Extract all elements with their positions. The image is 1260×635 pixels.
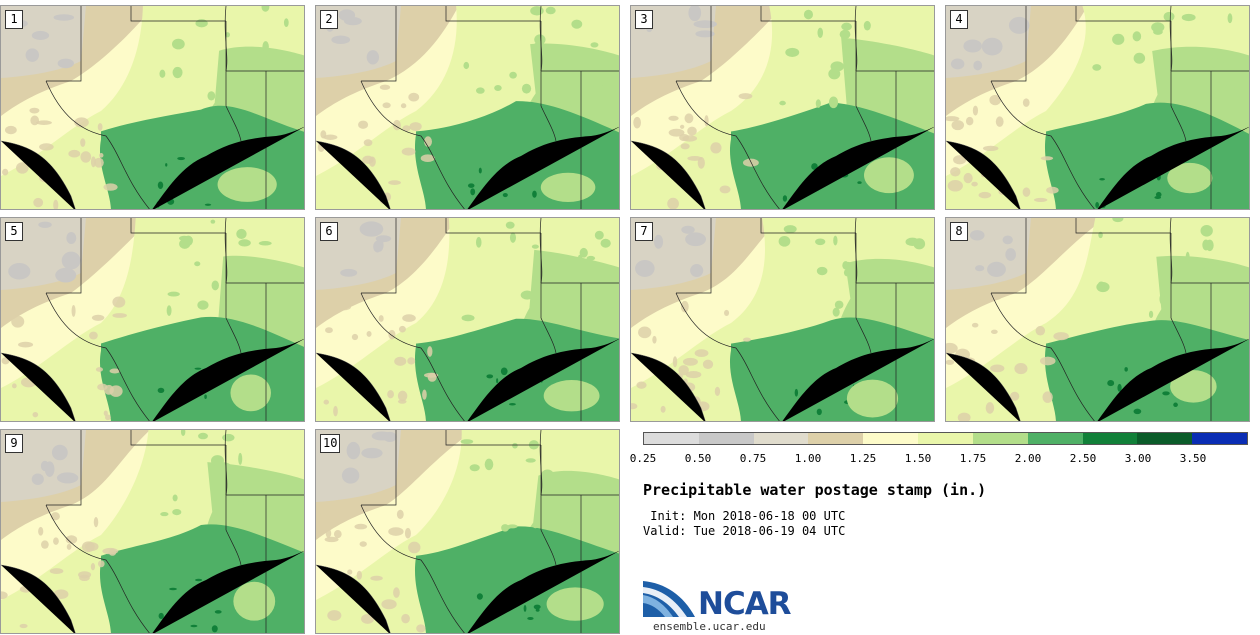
colorbar-segment: [808, 433, 864, 444]
map-panel-10: 10: [315, 429, 620, 634]
colorbar-tick-label: 2.50: [1069, 452, 1097, 465]
panel-label: 8: [950, 222, 968, 241]
colorbar-segment: [863, 433, 919, 444]
ncar-logo-icon: [643, 581, 695, 617]
map-panel-1: 1: [0, 5, 305, 210]
chart-title: Precipitable water postage stamp (in.): [643, 481, 987, 499]
map-panel-3: 3: [630, 5, 935, 210]
panel-label: 10: [320, 434, 341, 453]
panel-label: 1: [5, 10, 23, 29]
panel-label: 4: [950, 10, 968, 29]
pw-map: [631, 6, 934, 209]
colorbar-segment: [1192, 433, 1247, 444]
pw-map: [316, 430, 619, 633]
init-time: Init: Mon 2018-06-18 00 UTC: [643, 509, 846, 523]
map-panel-6: 6: [315, 217, 620, 422]
colorbar-tick-label: 0.50: [684, 452, 712, 465]
map-panel-8: 8: [945, 217, 1250, 422]
valid-time: Valid: Tue 2018-06-19 04 UTC: [643, 524, 846, 538]
pw-map: [316, 6, 619, 209]
colorbar-segment: [698, 433, 754, 444]
map-panel-5: 5: [0, 217, 305, 422]
pw-map: [316, 218, 619, 421]
colorbar-segment: [644, 433, 699, 444]
colorbar-segment: [972, 433, 1028, 444]
panel-label: 3: [635, 10, 653, 29]
panel-label: 7: [635, 222, 653, 241]
colorbar-tick-label: 2.00: [1014, 452, 1042, 465]
pw-map: [946, 218, 1249, 421]
site-url: ensemble.ucar.edu: [653, 620, 766, 633]
colorbar-tick-label: 3.00: [1124, 452, 1152, 465]
colorbar-segment: [753, 433, 809, 444]
colorbar-tick-label: 0.75: [739, 452, 767, 465]
pw-map: [946, 6, 1249, 209]
pw-map: [1, 6, 304, 209]
colorbar-segment: [918, 433, 973, 444]
colorbar-tick-label: 1.50: [904, 452, 932, 465]
colorbar-segment: [1137, 433, 1193, 444]
colorbar-tick-label: 1.75: [959, 452, 987, 465]
pw-map: [631, 218, 934, 421]
ncar-logo-text: NCAR: [698, 586, 792, 622]
panel-label: 2: [320, 10, 338, 29]
panel-label: 6: [320, 222, 338, 241]
colorbar-segment: [1082, 433, 1138, 444]
colorbar-segment: [1027, 433, 1083, 444]
panel-label: 5: [5, 222, 23, 241]
colorbar-tick-label: 1.25: [849, 452, 877, 465]
colorbar-tick-label: 1.00: [794, 452, 822, 465]
pw-map: [1, 218, 304, 421]
colorbar: [643, 432, 1248, 445]
map-panel-9: 9: [0, 429, 305, 634]
map-panel-7: 7: [630, 217, 935, 422]
colorbar-ticks: 0.25 0.50 0.75 1.00 1.25 1.50 1.75 2.00 …: [630, 452, 1260, 466]
map-panel-4: 4: [945, 5, 1250, 210]
map-panel-2: 2: [315, 5, 620, 210]
colorbar-tick-label: 3.50: [1179, 452, 1207, 465]
colorbar-tick-label: 0.25: [629, 452, 657, 465]
pw-map: [1, 430, 304, 633]
panel-label: 9: [5, 434, 23, 453]
